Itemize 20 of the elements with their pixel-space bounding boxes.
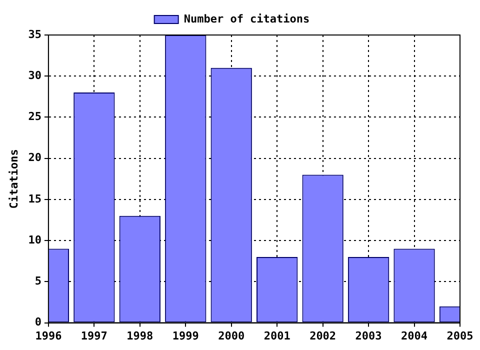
y-tick-label: 5	[34, 274, 42, 288]
x-tick-label: 1999	[172, 329, 199, 342]
x-tick-label: 2001	[264, 329, 291, 342]
x-tick-label: 1996	[35, 329, 62, 342]
x-tick-label: 2000	[218, 329, 245, 342]
y-tick-label: 10	[28, 233, 42, 246]
x-tick-label: 2002	[310, 329, 336, 342]
y-axis-title: Citations	[7, 149, 20, 209]
y-tick-label: 15	[28, 192, 42, 206]
y-tick-label: 0	[34, 316, 42, 329]
y-tick-label: 35	[28, 28, 42, 41]
y-tick-label: 25	[28, 110, 42, 124]
x-tick-label: 2004	[401, 329, 428, 342]
y-tick-label: 20	[28, 151, 42, 164]
x-tick-label: 2003	[355, 329, 382, 342]
x-tick-label: 1998	[126, 329, 154, 342]
x-tick-label: 2005	[446, 329, 474, 342]
legend-label: Number of citations	[184, 12, 310, 26]
x-tick-label: 1997	[80, 329, 108, 342]
y-tick-label: 30	[28, 68, 42, 82]
